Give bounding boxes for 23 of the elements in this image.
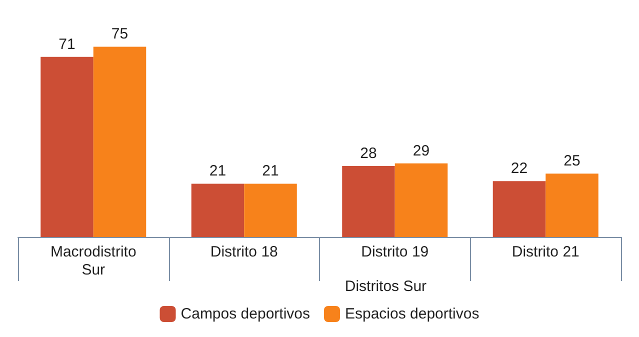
bar — [342, 166, 395, 237]
data-label: 21 — [209, 162, 226, 180]
x-tick-label: Distrito 21 — [512, 244, 580, 260]
data-label: 75 — [111, 26, 128, 43]
legend-label: Campos deportivos — [180, 306, 310, 322]
data-label: 25 — [564, 152, 580, 170]
x-tick-label: Distrito 18 — [210, 244, 278, 260]
bar — [546, 174, 598, 237]
bar — [492, 181, 546, 237]
bar — [93, 46, 146, 237]
data-label: 21 — [262, 162, 279, 180]
bar — [191, 184, 244, 237]
data-label: 71 — [58, 36, 76, 53]
x-axis-title: Distritos Sur — [344, 278, 427, 295]
data-label: 22 — [510, 160, 528, 178]
bar — [40, 56, 94, 237]
legend-label: Espacios deportivos — [344, 306, 480, 322]
bar — [244, 184, 297, 237]
data-label: 28 — [360, 144, 377, 162]
data-label: 29 — [412, 142, 430, 160]
x-tick-label: Macrodistrito Sur — [50, 244, 136, 278]
bar — [394, 163, 448, 237]
x-tick-label: Distrito 19 — [361, 244, 429, 260]
